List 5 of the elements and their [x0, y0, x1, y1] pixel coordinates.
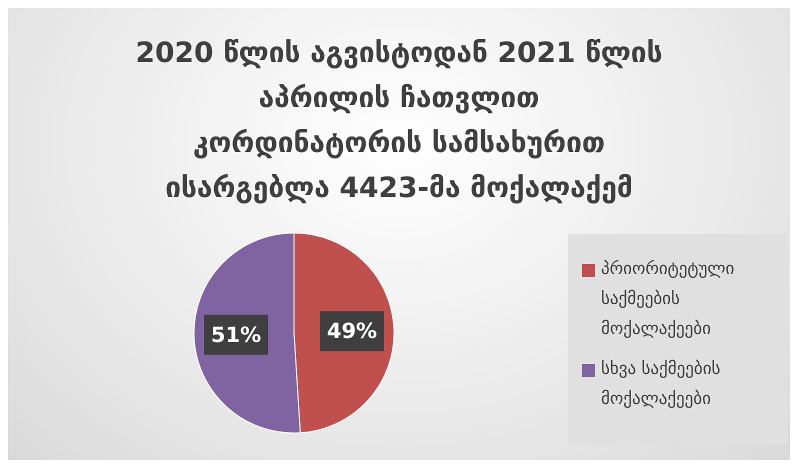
legend-label: სხვა საქმეების მოქალაქეები — [601, 358, 722, 411]
data-label: 51% — [210, 322, 262, 347]
chart-title: 2020 წლის აგვისტოდან 2021 წლის აპრილის ჩათვლით კორდინატორის სამსახურით ისარგებლა 4423-მა მოქალაქემ — [134, 35, 664, 206]
data-label: 49% — [326, 319, 378, 344]
legend-label: პრიორიტეტული საქმეების მოქალაქეები — [601, 258, 736, 341]
